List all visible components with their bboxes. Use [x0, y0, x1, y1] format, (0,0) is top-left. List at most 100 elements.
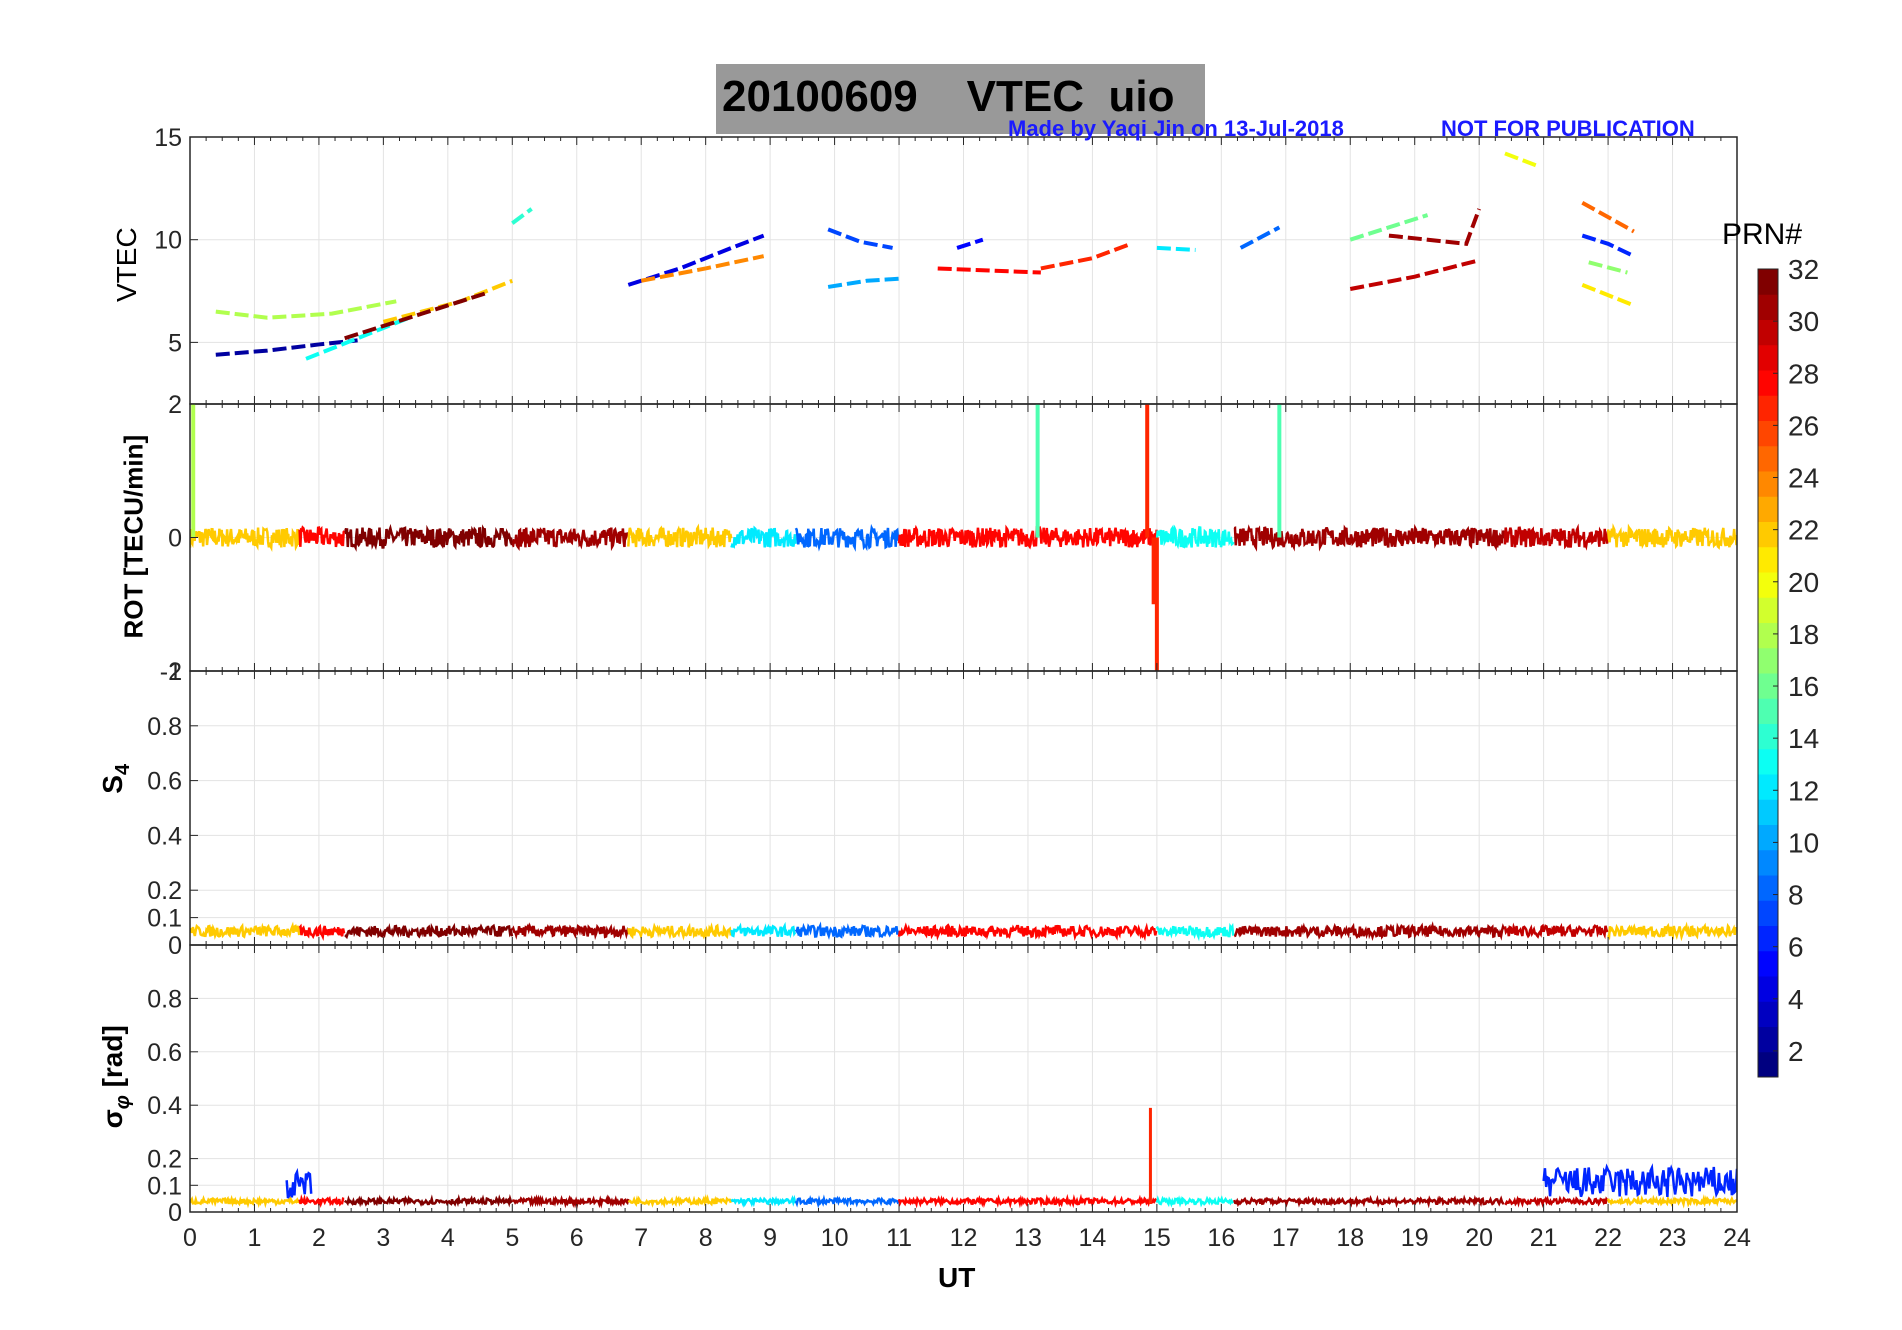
- rot-series-prn-31: [511, 526, 629, 552]
- colorbar-swatch: [1758, 344, 1778, 371]
- colorbar-swatch: [1758, 900, 1778, 926]
- x-tick-label: 8: [699, 1224, 713, 1252]
- s4-series-prn-8: [794, 921, 900, 940]
- s4-ytick-label: 0.6: [147, 768, 182, 796]
- colorbar-swatch: [1758, 925, 1778, 952]
- rot-series-prn-13: [1155, 524, 1235, 550]
- x-tick-label: 17: [1272, 1224, 1300, 1252]
- colorbar-swatch: [1758, 622, 1778, 649]
- vtec-series-prn-27: [1040, 241, 1132, 271]
- colorbar-tick-label: 24: [1788, 463, 1819, 494]
- vtec-series-prn-6: [1581, 233, 1635, 258]
- x-tick-label: 0: [183, 1224, 197, 1252]
- sig-ytick-label: 0: [168, 1199, 182, 1227]
- x-tick-label: 23: [1659, 1224, 1687, 1252]
- vtec-series-prn-12: [1156, 245, 1196, 252]
- vtec-series-prn-31: [1388, 208, 1482, 246]
- x-tick-label: 11: [886, 1224, 912, 1252]
- vtec-series-prn-18: [215, 299, 397, 320]
- sigma-elevated: [1542, 1163, 1737, 1199]
- title-station: uio: [1108, 72, 1175, 121]
- x-tick-label: 7: [634, 1224, 648, 1252]
- vtec-ylabel: VTEC: [111, 227, 142, 302]
- x-tick-label: 1: [248, 1224, 262, 1252]
- vtec-series-prn-24: [640, 254, 765, 283]
- colorbar-swatch: [1758, 723, 1778, 750]
- sigma-series-prn-12: [730, 1194, 797, 1208]
- sigma-series-prn-32: [343, 1193, 513, 1208]
- figure-title: 20100609 VTEC uio: [722, 72, 1174, 122]
- colorbar-swatch: [1758, 950, 1778, 977]
- x-tick-label: 24: [1723, 1224, 1751, 1252]
- vtec-series-prn-7: [827, 227, 893, 250]
- rot-series-prn-22: [1606, 523, 1737, 550]
- colorbar-swatch: [1758, 269, 1778, 295]
- colorbar-swatch: [1758, 370, 1778, 396]
- rot-series-prn-28: [897, 524, 1158, 550]
- colorbar-tick-label: 2: [1788, 1036, 1804, 1067]
- colorbar-swatch: [1758, 1051, 1778, 1078]
- colorbar-title: PRN#: [1722, 218, 1803, 251]
- vtec-ytick-label: 10: [154, 227, 182, 255]
- s4-series-prn-22: [627, 922, 733, 941]
- colorbar-swatch: [1758, 445, 1778, 472]
- title-quantity: VTEC: [966, 72, 1085, 121]
- s4-series-prn-31: [1233, 921, 1506, 941]
- colorbar-tick-label: 22: [1788, 515, 1819, 546]
- vtec-series-prn-32: [344, 291, 488, 341]
- colorbar-swatch: [1758, 647, 1778, 674]
- sigma-phi-panel: 00.10.20.40.60.80 1 2 3 4 5 6 7 8 9 10 11 12 13 14 15 16…: [147, 944, 1751, 1252]
- s4-series-prn-28: [897, 922, 1158, 942]
- x-tick-label: 14: [1079, 1224, 1107, 1252]
- colorbar-swatch: [1758, 698, 1778, 724]
- vtec-series-prn-16: [1349, 213, 1429, 242]
- colorbar-swatch: [1758, 420, 1778, 447]
- x-tick-label: 15: [1143, 1224, 1171, 1252]
- s4-series-prn-31: [511, 922, 630, 941]
- rot-ytick-label: -2: [160, 658, 182, 686]
- colorbar-tick-label: 10: [1788, 827, 1819, 858]
- x-tick-label: 13: [1014, 1224, 1042, 1252]
- colorbar-frame: [1757, 268, 1779, 1078]
- s4-ylabel: S4: [97, 763, 134, 794]
- sigma-series-prn-28: [298, 1194, 345, 1208]
- s4-series-prn-28: [298, 923, 346, 942]
- colorbar-tick-label: 8: [1788, 880, 1804, 911]
- vtec-ytick-label: 5: [168, 329, 182, 357]
- sigma-series-prn-22: [1606, 1194, 1737, 1209]
- sigma-series-prn-22: [627, 1194, 732, 1209]
- x-tick-label: 18: [1336, 1224, 1364, 1252]
- vtec-series-prn-21: [1581, 283, 1635, 308]
- rot-ytick-label: 2: [168, 391, 182, 419]
- sigma-series-prn-8: [794, 1194, 900, 1209]
- rot-series-prn-22: [190, 526, 301, 553]
- colorbar-swatch: [1758, 1026, 1778, 1053]
- sig-ytick-label: 0.8: [147, 985, 182, 1013]
- s4-series-prn-22: [1607, 921, 1737, 942]
- x-tick-label: 19: [1401, 1224, 1429, 1252]
- s4-series-prn-13: [1155, 922, 1235, 942]
- s4-ytick-label: 0.4: [147, 822, 182, 850]
- s4-ytick-label: 1: [168, 658, 182, 686]
- sigma-series-prn-22: [190, 1194, 300, 1209]
- colorbar-swatch: [1758, 546, 1778, 573]
- colorbar-tick-label: 12: [1788, 775, 1819, 806]
- sig-ytick-label: 0.4: [147, 1092, 182, 1120]
- vtec-series-prn-2: [215, 338, 358, 357]
- sigma-series-prn-30: [1504, 1195, 1609, 1208]
- vtec-series-prn-28: [937, 266, 1041, 275]
- colorbar-swatch: [1758, 521, 1778, 548]
- credit-text: Made by Yaqi Jin on 13-Jul-2018: [1008, 116, 1344, 141]
- s4-data: [190, 921, 1737, 942]
- rot-ylabel: ROT [TECU/min]: [118, 434, 149, 639]
- x-tick-label: 20: [1465, 1224, 1493, 1252]
- rot-series-prn-12: [730, 525, 797, 549]
- sigma-series-prn-13: [1155, 1195, 1234, 1208]
- colorbar-swatch: [1758, 597, 1778, 623]
- x-tick-label: 9: [763, 1224, 777, 1252]
- colorbar-tick-label: 20: [1788, 567, 1819, 598]
- x-tick-label: 6: [570, 1224, 584, 1252]
- colorbar-swatch: [1758, 849, 1778, 876]
